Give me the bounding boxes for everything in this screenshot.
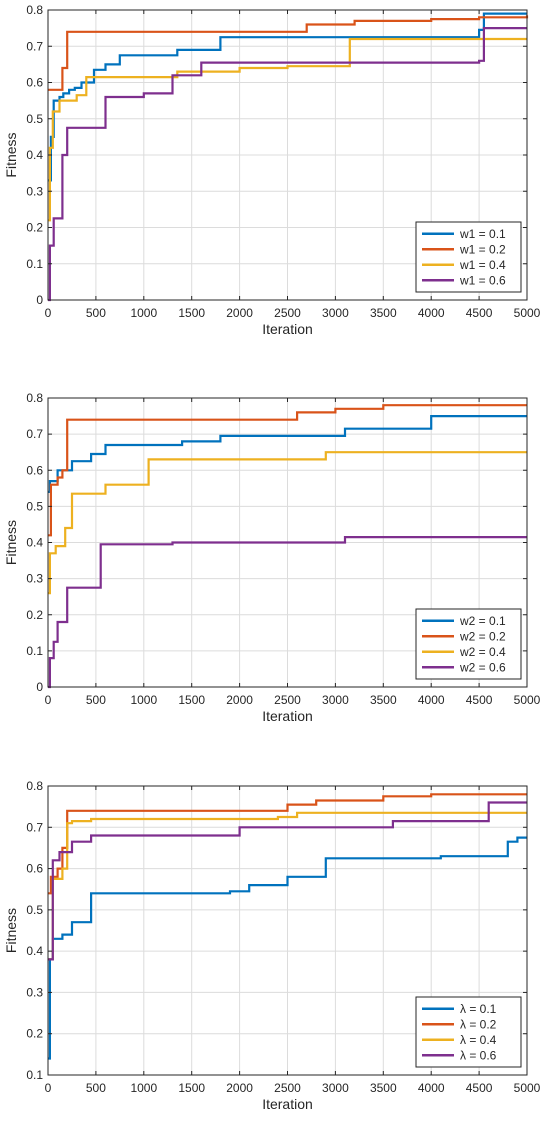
legend-label-1: λ = 0.1 <box>460 1002 497 1016</box>
x-tick-label: 1500 <box>178 306 205 320</box>
y-tick-label: 0.8 <box>26 391 43 405</box>
y-tick-label: 0.7 <box>26 820 43 834</box>
legend: w1 = 0.1w1 = 0.2 w1 = 0.4w1 = 0.6 <box>415 221 522 293</box>
x-tick-label: 1000 <box>130 306 157 320</box>
x-tick-label: 4000 <box>418 693 445 707</box>
y-tick-label: 0 <box>36 293 43 307</box>
y-tick-label: 0.1 <box>26 1068 43 1082</box>
y-tick-label: 0.6 <box>26 463 43 477</box>
x-tick-label: 3000 <box>322 693 349 707</box>
x-axis-label: Iteration <box>262 321 313 337</box>
legend-label-3: λ = 0.4 <box>460 1033 497 1047</box>
y-tick-label: 0.1 <box>26 257 43 271</box>
y-tick-label: 0.2 <box>26 221 43 235</box>
x-tick-label: 4000 <box>418 1081 445 1095</box>
y-tick-label: 0.3 <box>26 985 43 999</box>
x-tick-label: 3000 <box>322 1081 349 1095</box>
y-tick-label: 0.2 <box>26 608 43 622</box>
x-tick-label: 2500 <box>274 306 301 320</box>
x-tick-label: 4500 <box>466 1081 493 1095</box>
x-tick-label: 2000 <box>226 1081 253 1095</box>
legend-label-2: λ = 0.2 <box>460 1017 497 1031</box>
x-tick-label: 5000 <box>514 306 541 320</box>
x-tick-label: 2000 <box>226 306 253 320</box>
y-tick-label: 0.5 <box>26 112 43 126</box>
x-tick-label: 2500 <box>274 693 301 707</box>
x-tick-label: 5000 <box>514 1081 541 1095</box>
x-tick-label: 2500 <box>274 1081 301 1095</box>
series-line-2 <box>48 793 527 895</box>
series-line-3 <box>48 451 527 595</box>
chart-panel-2: 0 500 1000 1500 2000 2500 3000 3500 4000 4500 5000… <box>3 391 541 724</box>
y-axis-label: Fitness <box>3 908 19 953</box>
y-tick-label: 0.5 <box>26 499 43 513</box>
y-tick-label: 0.7 <box>26 427 43 441</box>
y-tick-label: 0.7 <box>26 39 43 53</box>
legend-label-2: w2 = 0.2 <box>459 629 506 643</box>
y-tick-label: 0 <box>36 680 43 694</box>
series-line-4 <box>48 27 527 302</box>
series-line-4 <box>48 801 527 961</box>
x-tick-label: 500 <box>86 1081 106 1095</box>
legend-label-4: λ = 0.6 <box>460 1048 497 1062</box>
series-line-4 <box>48 536 527 689</box>
x-tick-label: 3500 <box>370 306 397 320</box>
x-tick-label: 3500 <box>370 693 397 707</box>
x-axis-label: Iteration <box>262 708 313 724</box>
legend-label-4: w2 = 0.6 <box>459 660 506 674</box>
x-tick-label: 4500 <box>466 693 493 707</box>
legend-label-3: w1 = 0.4 <box>459 258 506 272</box>
x-tick-label: 5000 <box>514 693 541 707</box>
legend: w2 = 0.1w2 = 0.2 w2 = 0.4w2 = 0.6 <box>415 608 522 680</box>
y-tick-label: 0.4 <box>26 148 43 162</box>
y-tick-label: 0.8 <box>26 779 43 793</box>
legend-label-2: w1 = 0.2 <box>459 242 506 256</box>
series-line-3 <box>48 37 527 222</box>
series-line-1 <box>48 836 527 1060</box>
y-axis-label: Fitness <box>3 132 19 177</box>
x-tick-label: 4500 <box>466 306 493 320</box>
y-tick-label: 0.6 <box>26 862 43 876</box>
y-tick-label: 0.4 <box>26 536 43 550</box>
series-line-2 <box>48 404 527 537</box>
x-tick-label: 3000 <box>322 306 349 320</box>
x-tick-label: 4000 <box>418 306 445 320</box>
x-tick-label: 1500 <box>178 693 205 707</box>
x-tick-label: 0 <box>45 306 52 320</box>
x-tick-label: 500 <box>86 693 106 707</box>
y-tick-label: 0.5 <box>26 903 43 917</box>
y-tick-label: 0.1 <box>26 644 43 658</box>
legend-label-4: w1 = 0.6 <box>459 273 506 287</box>
x-tick-label: 3500 <box>370 1081 397 1095</box>
x-axis-label: Iteration <box>262 1096 313 1112</box>
y-tick-label: 0.3 <box>26 572 43 586</box>
legend-label-3: w2 = 0.4 <box>459 645 506 659</box>
y-tick-label: 0.3 <box>26 184 43 198</box>
x-tick-label: 1000 <box>130 693 157 707</box>
y-tick-label: 0.6 <box>26 76 43 90</box>
series-line-2 <box>48 15 529 91</box>
x-tick-label: 2000 <box>226 693 253 707</box>
y-tick-label: 0.8 <box>26 3 43 17</box>
x-tick-label: 500 <box>86 306 106 320</box>
y-tick-label: 0.2 <box>26 1027 43 1041</box>
x-tick-label: 1000 <box>130 1081 157 1095</box>
x-tick-label: 1500 <box>178 1081 205 1095</box>
legend: λ = 0.1λ = 0.2 λ = 0.4λ = 0.6 <box>415 996 522 1068</box>
series-line-3 <box>48 811 527 961</box>
chart-panel-1: 0 500 1000 1500 2000 2500 3000 3500 4000 4500 5000… <box>3 3 541 337</box>
x-tick-label: 0 <box>45 693 52 707</box>
chart-panel-3: 0 500 1000 1500 2000 2500 3000 3500 4000 4500 5000… <box>3 779 541 1112</box>
legend-label-1: w1 = 0.1 <box>459 227 506 241</box>
x-tick-label: 0 <box>45 1081 52 1095</box>
legend-label-1: w2 = 0.1 <box>459 614 506 628</box>
y-axis-label: Fitness <box>3 520 19 565</box>
y-tick-label: 0.4 <box>26 944 43 958</box>
